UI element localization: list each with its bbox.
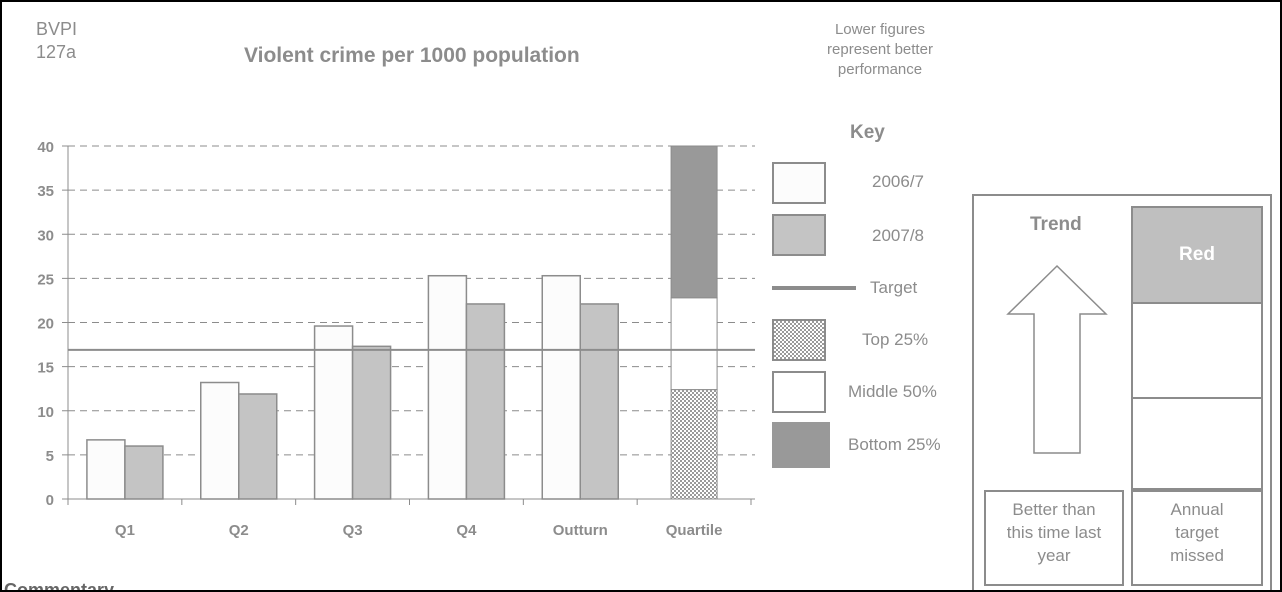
performance-note: Lower figures represent better performan… [764, 20, 996, 80]
trend-caption-line1: Better than [1012, 500, 1096, 519]
chart-title: Violent crime per 1000 population [244, 44, 580, 67]
x-tick-label: Q3 [343, 522, 363, 539]
legend-swatch-2006-7 [772, 162, 826, 204]
legend-swatch-top-25 [772, 319, 826, 361]
note-line2: represent better [827, 41, 933, 58]
bvpi-code: BVPI 127a [36, 18, 77, 64]
x-tick-label: Q2 [229, 522, 249, 539]
legend-label-2007-8: 2007/8 [872, 226, 924, 245]
y-tick-label: 30 [37, 227, 54, 244]
x-tick-label: Q1 [115, 522, 135, 539]
y-tick-label: 35 [37, 183, 54, 200]
quartile-band [670, 389, 718, 500]
note-line3: performance [837, 61, 923, 78]
legend-label-middle-50: Middle 50% [848, 382, 937, 401]
bar-2006-7 [200, 381, 240, 500]
status-label: Red [1179, 244, 1215, 265]
bar-2006-7 [427, 274, 468, 500]
status-caption-line1: Annual [1170, 500, 1224, 519]
y-tick-label: 10 [37, 404, 54, 421]
y-tick-label: 5 [46, 448, 54, 465]
bar-2007-8 [351, 345, 392, 500]
legend-swatch-target [772, 286, 856, 290]
legend-swatch-2007-8 [772, 214, 826, 256]
bvpi-line1: BVPI [36, 19, 78, 39]
key-title: Key [850, 122, 885, 143]
status-caption: Annual target missed [1131, 490, 1263, 586]
commentary-heading: Commentary [4, 580, 115, 592]
status-caption-line2: target [1175, 523, 1219, 542]
quartile-band [670, 297, 718, 391]
y-tick-label: 25 [37, 271, 54, 288]
quartile-band [670, 145, 718, 299]
legend-label-target: Target [870, 278, 918, 297]
status-panel [972, 194, 1272, 590]
bar-2006-7 [313, 325, 354, 500]
status-caption-line3: missed [1170, 546, 1224, 565]
bar-2007-8 [238, 393, 278, 500]
y-tick-label: 20 [37, 316, 54, 333]
legend-swatch-bottom-25 [772, 422, 830, 468]
trend-label: Trend [1030, 214, 1082, 235]
trend-caption-line3: year [1037, 546, 1071, 565]
x-tick-label: Quartile [666, 522, 723, 539]
legend-label-2006-7: 2006/7 [872, 172, 924, 191]
trend-caption: Better than this time last year [984, 490, 1124, 586]
x-tick-label: Q4 [456, 522, 477, 539]
y-tick-label: 0 [46, 492, 54, 509]
bar-2006-7 [541, 274, 581, 500]
status-red-cell: Red [1133, 208, 1261, 304]
bar-chart: 0 5 10 15 20 25 30 35 40 Q1 Q2 Q3 Q4 Outturn Quartile [37, 139, 755, 539]
bar-2006-7 [86, 439, 126, 500]
x-tick-label: Outturn [553, 522, 608, 539]
bar-2007-8 [124, 445, 164, 500]
legend-label-top-25: Top 25% [862, 330, 929, 349]
legend-label-bottom-25: Bottom 25% [848, 435, 941, 454]
bvpi-line2: 127a [36, 42, 77, 62]
y-tick-label: 15 [37, 360, 54, 377]
trend-caption-line2: this time last [1006, 523, 1102, 542]
y-tick-label: 40 [37, 139, 54, 156]
bar-2007-8 [465, 303, 506, 500]
bar-2007-8 [579, 303, 619, 500]
status-amber-cell [1133, 304, 1261, 399]
legend-swatch-middle-50 [772, 371, 826, 413]
traffic-light: Red [1131, 206, 1263, 490]
note-line1: Lower figures [834, 21, 926, 38]
